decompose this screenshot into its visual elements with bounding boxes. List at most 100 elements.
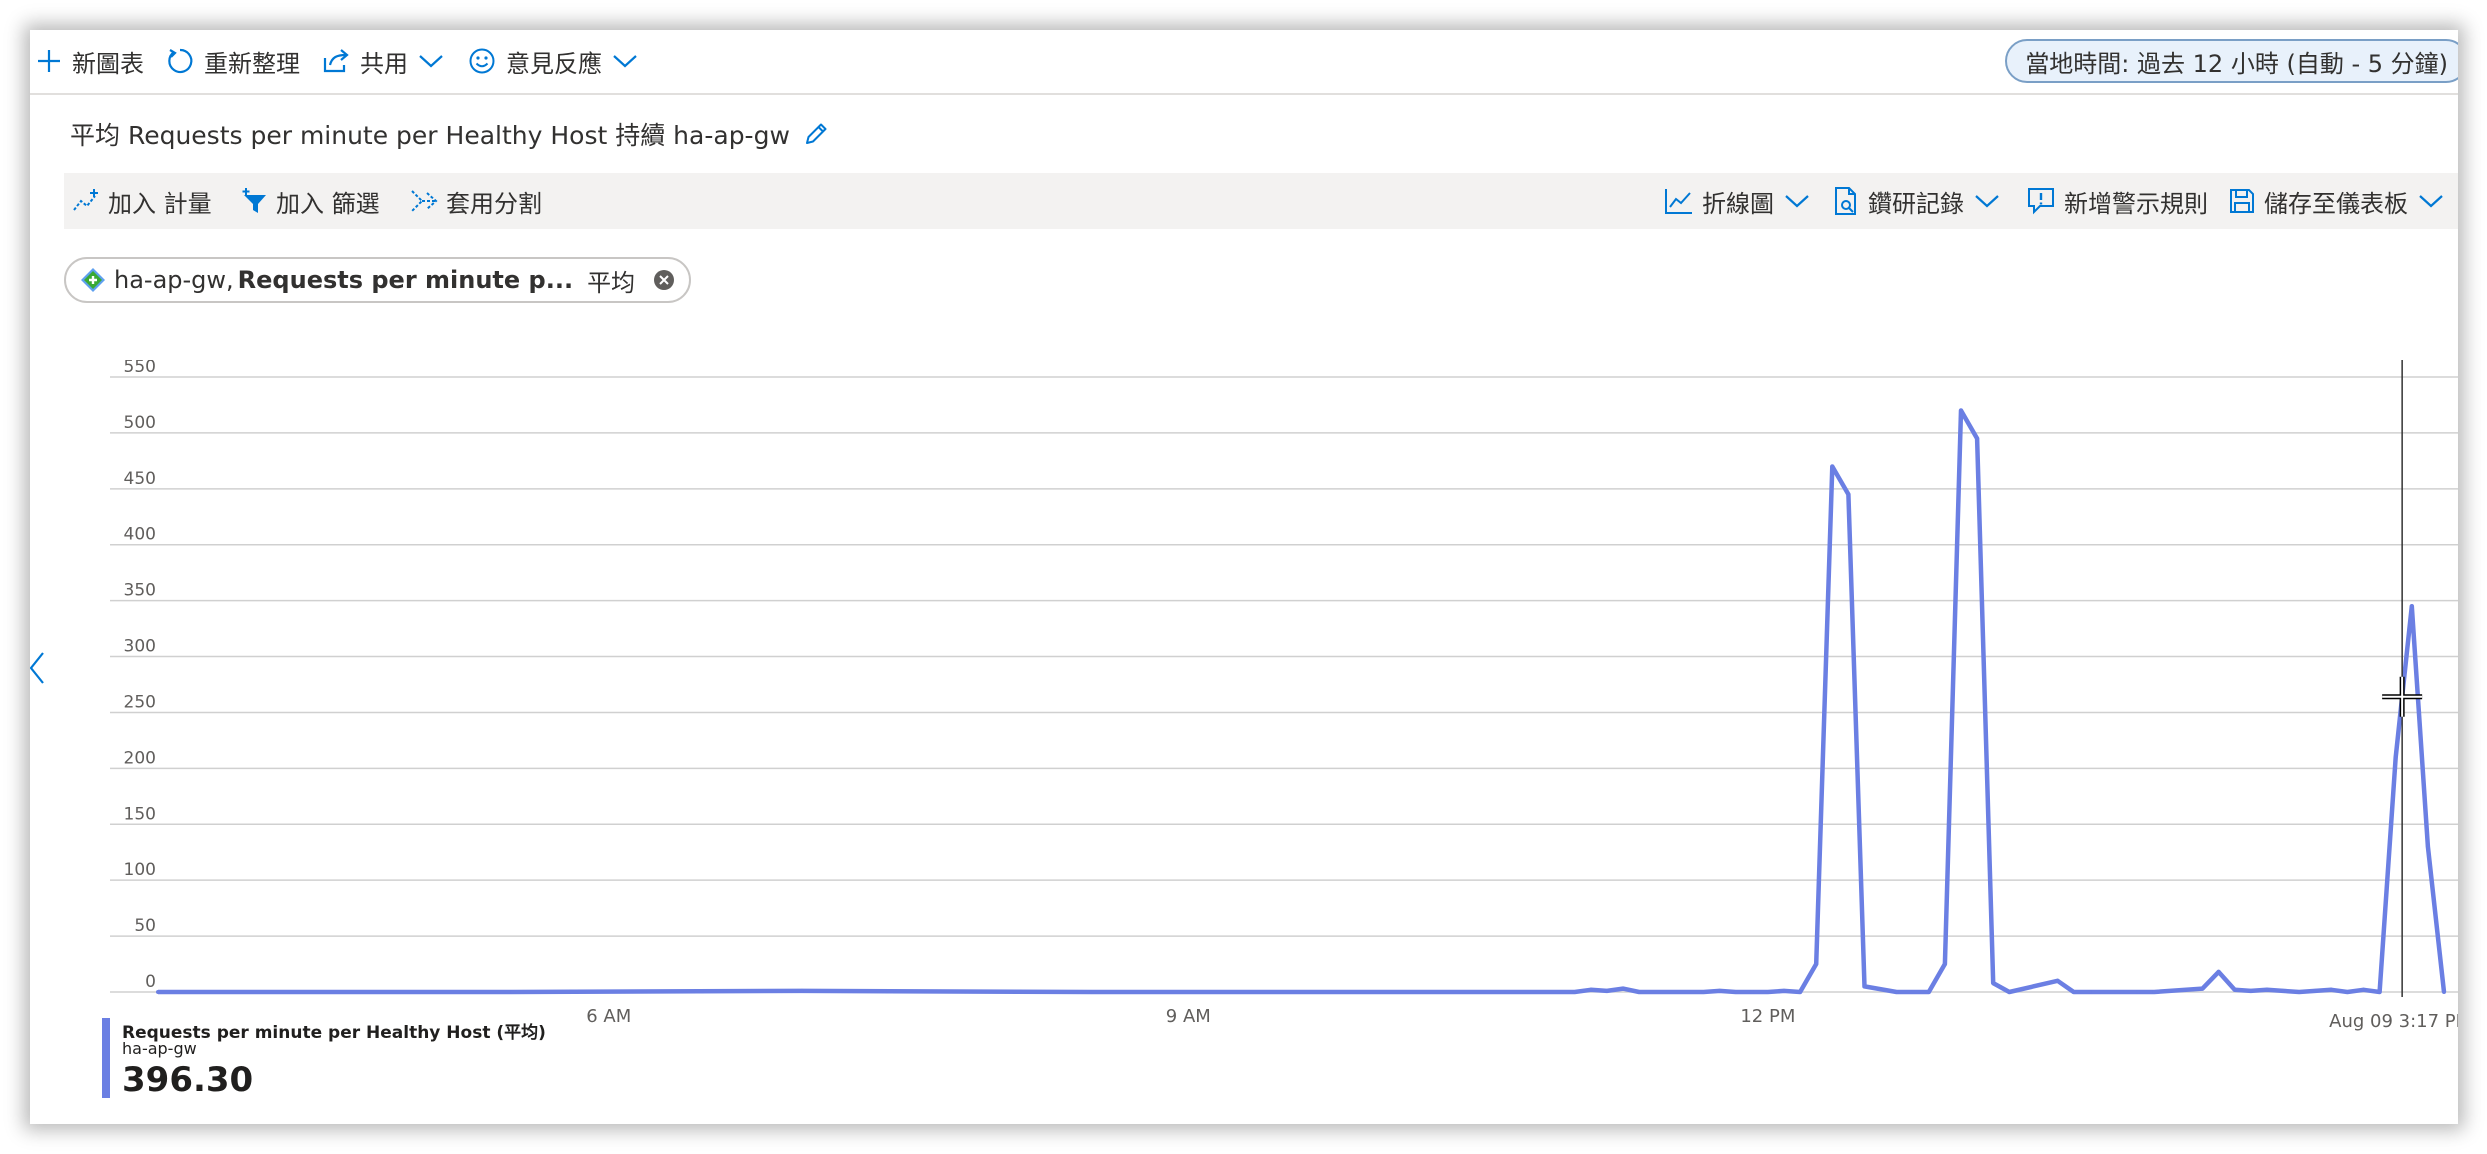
save-dashboard-label: 儲存至儀表板 [2264,189,2408,218]
refresh-button[interactable]: 重新整理 [166,42,300,80]
top-toolbar: 新圖表 重新整理 共用 意見反應 當地時間: 過去 12 小時 (自動 - 5 … [30,30,2458,95]
y-tick-label: 50 [134,916,156,936]
add-metric-button[interactable]: 加入 計量 [72,181,212,221]
metrics-chart-panel: 新圖表 重新整理 共用 意見反應 當地時間: 過去 12 小時 (自動 - 5 … [30,30,2458,1124]
data-point [1926,990,1931,994]
data-point [1975,436,1980,441]
new-chart-button[interactable]: 新圖表 [36,42,144,80]
logs-icon [1835,187,1856,215]
time-range-picker[interactable]: 當地時間: 過去 12 小時 (自動 - 5 分鐘) [2005,39,2458,83]
chart-title: 平均 Requests per minute per Healthy Host … [70,121,790,150]
metric-pill[interactable]: ha-ap-gw, Requests per minute p... 平均 [64,257,692,303]
share-label: 共用 [360,49,408,78]
data-point [2264,987,2269,992]
data-point [1862,984,1867,989]
data-point [1717,988,1722,993]
chevron-down-icon [613,55,637,68]
refresh-icon [168,48,193,74]
data-point [1572,990,1577,994]
data-point [1620,986,1625,991]
apply-split-button[interactable]: 套用分割 [410,181,542,221]
data-point [2248,988,2253,993]
data-point [2232,987,2237,992]
data-point [1846,492,1851,497]
split-icon [411,190,438,212]
data-point [2007,990,2012,994]
data-point [2377,990,2382,994]
line-chart-label: 折線圖 [1702,189,1774,218]
line-chart[interactable]: 0 50 100 150 200 250 300 350 400 450 500 550 6 AM 9 … [30,360,2458,1060]
data-point [1781,988,1786,993]
data-point [1959,408,1964,413]
data-point [1733,990,1738,994]
data-point [1765,990,1770,994]
crosshair-icon [2382,676,2423,717]
data-point [1830,464,1835,469]
data-point [1910,990,1915,994]
data-point [510,990,515,994]
gridlines [110,376,2458,993]
refresh-label: 重新整理 [204,49,300,78]
share-icon [323,49,349,73]
add-filter-label: 加入 篩選 [276,189,380,218]
chevron-left-icon[interactable] [30,650,48,686]
data-point [1379,990,1384,994]
chart-type-dropdown[interactable]: 折線圖 [1664,181,1818,221]
data-point [2297,990,2302,994]
data-point [1798,990,1803,994]
data-point [2345,990,2350,994]
save-icon [2230,189,2254,213]
drill-logs-label: 鑽研記錄 [1868,189,1964,218]
chart-title-row: 平均 Requests per minute per Healthy Host … [70,114,830,154]
save-dashboard-dropdown[interactable]: 儲存至儀表板 [2228,181,2452,221]
y-tick-label: 150 [124,804,156,824]
line-chart-icon [1665,189,1692,214]
data-point [2200,986,2205,991]
y-tick-label: 0 [145,972,156,992]
add-metric-icon [73,189,98,211]
data-point [1637,990,1642,994]
y-tick-label: 550 [124,360,156,377]
data-point [1089,990,1094,994]
data-point [2329,987,2334,992]
data-point [2425,844,2430,849]
x-axis-ticks: 6 AM 9 AM 12 PM [586,1006,1795,1027]
series-line [158,408,2447,995]
x-tick-label: 6 AM [586,1006,631,1027]
y-tick-label: 100 [124,860,156,880]
data-point [1942,962,1947,967]
edit-pencil-icon[interactable] [802,120,830,148]
metric-aggregation: 平均 [587,268,636,297]
feedback-button[interactable]: 意見反應 [468,42,648,80]
y-tick-label: 500 [124,413,156,433]
add-filter-button[interactable]: 加入 篩選 [240,181,380,221]
close-icon[interactable] [653,269,675,291]
chevron-down-icon [1785,195,1809,208]
data-point [2087,990,2092,994]
x-tick-label: 12 PM [1740,1006,1795,1027]
legend-resource: ha-ap-gw [122,1039,197,1058]
cursor-layer: Aug 09 3:17 PM [2329,360,2458,1032]
data-point [1701,990,1706,994]
share-button[interactable]: 共用 [322,42,454,80]
data-point [156,990,160,994]
cursor-time-label: Aug 09 3:17 PM [2329,1011,2458,1032]
data-point [2409,604,2414,609]
legend-swatch [102,1018,110,1098]
new-alert-rule-button[interactable]: 新增警示規則 [2026,181,2208,221]
data-point [2152,990,2157,994]
data-point [2071,990,2076,994]
drill-logs-dropdown[interactable]: 鑽研記錄 [1832,181,2008,221]
y-tick-label: 400 [124,525,156,545]
data-point [1556,990,1561,994]
new-chart-label: 新圖表 [72,49,144,78]
data-point [2120,990,2125,994]
data-point [1814,962,1819,967]
data-point [1604,988,1609,993]
add-metric-label: 加入 計量 [108,189,212,218]
data-point [1894,990,1899,994]
y-tick-label: 350 [124,581,156,601]
metric-resource: ha-ap-gw, [114,266,234,294]
data-point [2361,987,2366,992]
chevron-down-icon [1975,195,1999,208]
